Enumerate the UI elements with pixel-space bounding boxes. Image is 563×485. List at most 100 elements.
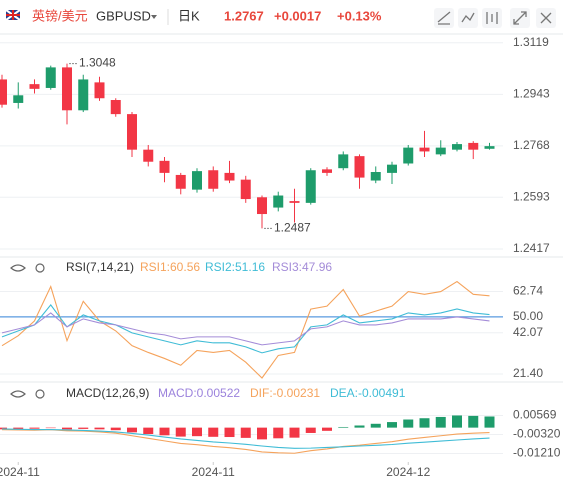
macd-bar [127, 427, 137, 433]
macd-bar [143, 427, 154, 435]
candle-body [94, 82, 105, 99]
y-tick-label: 1.3119 [513, 35, 549, 49]
fullscreen-icon [513, 11, 527, 25]
candle-body [484, 146, 495, 149]
macd-line [1, 429, 490, 454]
annotation-label: 1.3048 [79, 56, 116, 70]
rsi-line [1, 304, 490, 354]
macd-bar [175, 427, 186, 437]
candle-body [110, 100, 121, 115]
y-tick-label: 0.00569 [513, 408, 557, 422]
draw-tool-button[interactable] [434, 8, 454, 28]
candle-body [403, 147, 414, 164]
macd-bar [13, 427, 24, 429]
x-tick-label: 2024-12 [386, 465, 430, 479]
draw-tool-icon [437, 11, 451, 25]
macd-bar [338, 426, 349, 428]
macd-bar [45, 427, 56, 429]
candle-body [29, 84, 40, 89]
macd-bar [289, 427, 300, 438]
candle-body [143, 149, 154, 162]
macd-bar [94, 427, 105, 430]
macd-bar [403, 419, 414, 428]
macd-line [1, 428, 490, 449]
macd-title: MACD(12,26,9) [66, 386, 149, 400]
x-tick-label: 2024-11 [0, 465, 40, 479]
settings-icon[interactable] [35, 389, 45, 399]
candle-body [468, 142, 479, 150]
candle-body [45, 67, 56, 88]
candle-body [208, 170, 219, 189]
candle-body [305, 170, 316, 203]
y-tick-label: 42.07 [513, 325, 543, 339]
candle-body [370, 172, 381, 181]
macd-bar [370, 423, 381, 428]
candle-body [159, 160, 170, 173]
toolbar [434, 8, 556, 28]
last-price: 1.2767 [224, 8, 264, 23]
macd-bar [354, 425, 365, 428]
x-tick-label: 2024-11 [192, 465, 235, 479]
macd-bar [240, 427, 251, 438]
rsi-line [1, 280, 490, 379]
instrument-name[interactable]: 英镑/美元 [32, 8, 88, 23]
price-change-pct: +0.13% [337, 8, 382, 23]
y-tick-label: -0.01210 [513, 446, 561, 460]
candle-body [338, 154, 349, 169]
legend-entry: RSI3:47.96 [272, 260, 332, 274]
legend-entry: DEA:-0.00491 [330, 386, 406, 400]
macd-bar [110, 427, 121, 431]
chart-type-icon [486, 12, 498, 24]
macd-bar [192, 427, 202, 437]
macd-bar [62, 427, 72, 430]
macd-bar [322, 427, 332, 431]
y-tick-label: 1.2768 [513, 138, 550, 152]
candle-body [192, 171, 202, 190]
candle-body [419, 147, 430, 152]
macd-bar [305, 427, 316, 433]
visibility-icon[interactable] [10, 390, 26, 398]
price-change: +0.0017 [274, 8, 321, 23]
candle-body [387, 164, 397, 173]
candle-body [62, 67, 72, 111]
candle-body [354, 156, 365, 178]
candle-body [452, 144, 462, 150]
dropdown-arrow[interactable] [151, 15, 157, 19]
macd-bar [224, 427, 235, 438]
y-tick-label: -0.00320 [513, 427, 561, 441]
macd-bar [387, 422, 397, 428]
macd-bar [159, 427, 170, 436]
macd-bar [435, 416, 446, 428]
candle-body [127, 114, 137, 150]
y-tick-label: 1.2943 [513, 87, 550, 101]
macd-bar [468, 415, 479, 428]
rsi-line [1, 312, 490, 346]
macd-legend-icons [10, 389, 45, 399]
header: 英镑/美元 GBPUSD 日K 1.2767 +0.0017 +0.13% [5, 8, 556, 28]
macd-bar [452, 415, 462, 428]
candle-body [273, 195, 284, 208]
candle-body [257, 197, 267, 215]
indicator-icon [461, 12, 475, 23]
visibility-icon[interactable] [10, 264, 26, 272]
close-icon [540, 12, 552, 24]
macd-bar [419, 418, 430, 428]
flag-icon [5, 9, 21, 21]
candle-body [435, 147, 446, 155]
annotation-label: 1.2487 [274, 221, 311, 235]
candle-body [240, 179, 251, 200]
legend-entry: MACD:0.00522 [158, 386, 240, 400]
macd-bar [484, 416, 495, 428]
candle-body [322, 169, 332, 173]
y-tick-label: 1.2417 [513, 241, 550, 255]
y-tick-label: 62.74 [513, 284, 543, 298]
period[interactable]: 日K [178, 8, 200, 23]
legend-entry: RSI2:51.16 [205, 260, 265, 274]
macd-bar [78, 427, 89, 429]
settings-icon[interactable] [35, 263, 45, 273]
instrument-symbol[interactable]: GBPUSD [96, 8, 151, 23]
macd-bar [29, 427, 40, 429]
